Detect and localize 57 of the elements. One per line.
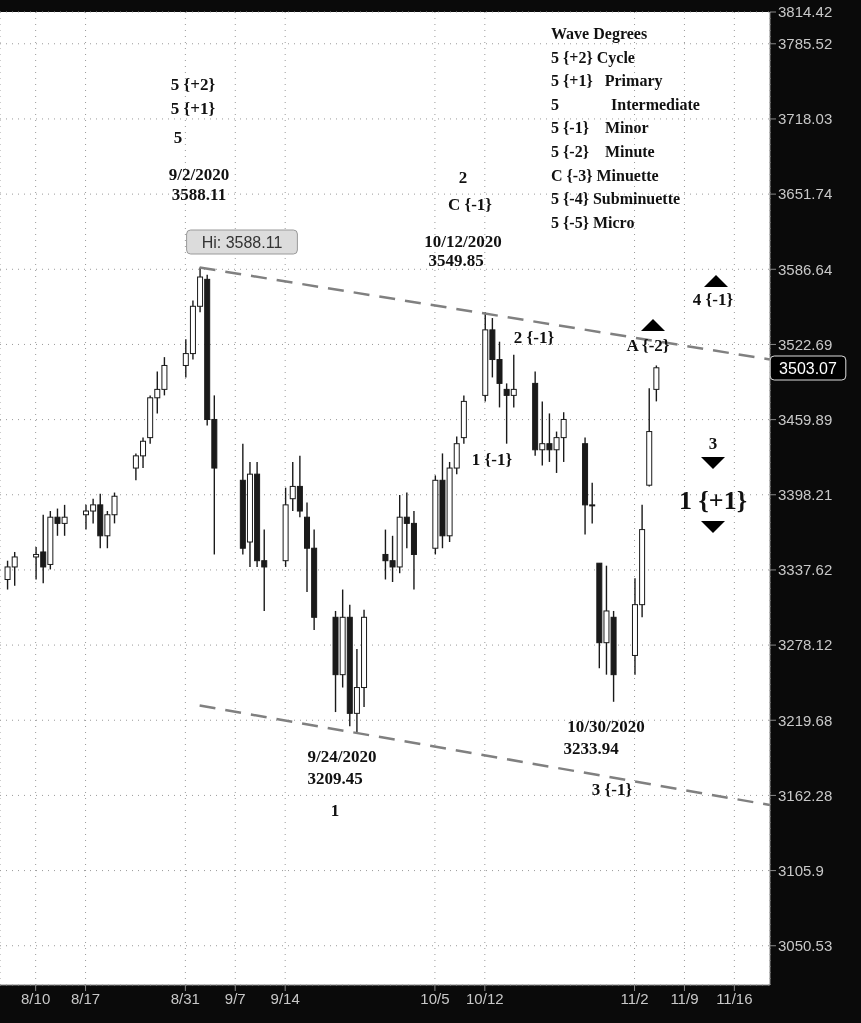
annotation: C {-3} Minuette [551,165,660,186]
annotation: Wave Degrees [551,24,649,45]
y-tick-label: 3651.74 [778,185,833,203]
annotation: Hi: 3588.11 [201,234,283,251]
x-tick-label: 11/2 [620,989,649,1007]
annotation: 1 [330,800,340,820]
annotation: 3 [708,433,718,453]
annotation: 5 {+1} Primary [551,71,664,92]
annotation: 5 {+1} [170,98,216,118]
annotation: 5 {-4} Subminuette [551,189,682,210]
y-tick-label: 3586.64 [778,260,833,278]
annotation: 5 {-2} Minute [551,141,656,162]
x-tick-label: 9/7 [224,989,246,1007]
annotation: A {-2} [626,335,670,355]
x-tick-label: 8/31 [170,989,200,1007]
y-tick-label: 3398.21 [778,486,833,504]
annotation: 5 {+2} [170,74,216,94]
annotation: 3 {-1} [591,779,633,799]
annotation: 5 [173,127,183,147]
y-tick-label: 3337.62 [778,561,833,579]
y-tick-label: 3105.9 [778,861,824,879]
x-tick-label: 10/12 [466,989,504,1007]
annotation: 5 {-5} Micro [551,212,636,233]
annotation: 1 {-1} [471,449,513,469]
annotation: 10/12/2020 [424,231,502,251]
annotation: 9/2/2020 [168,164,230,184]
annotation: 5 {+2} Cycle [551,47,636,69]
annotation: C {-1} [447,194,493,214]
annotation: 2 [458,167,468,187]
x-tick-label: 11/16 [716,989,753,1007]
x-tick-label: 11/9 [670,989,699,1007]
annotation: 4 {-1} [692,289,734,309]
annotation: 5 Intermediate [551,94,700,115]
y-tick-label: 3050.53 [778,937,833,955]
candlestick [653,364,660,403]
y-tick-label: 3219.68 [778,711,833,729]
y-tick-label: 3162.28 [778,786,833,804]
y-tick-label: 3522.69 [778,335,833,353]
y-tick-label: 3785.52 [778,35,833,53]
annotation: 9/24/2020 [307,746,377,766]
annotation: 3588.11 [171,184,227,204]
text: 3503.07 [779,360,838,377]
annotation: 3209.45 [307,768,363,788]
y-tick-label: 3459.89 [778,410,833,428]
x-tick-label: 9/14 [270,989,300,1007]
y-tick-label: 3814.42 [778,3,833,21]
annotation: 10/30/2020 [567,716,645,736]
annotation: 3233.94 [563,738,620,758]
annotation: 2 {-1} [513,327,555,347]
y-tick-label: 3278.12 [778,636,833,654]
x-tick-label: 8/17 [70,989,101,1007]
x-tick-label: 8/10 [21,989,51,1007]
annotation: 3549.85 [428,250,484,270]
annotation: 1 {+1} [679,485,747,515]
y-tick-label: 3718.03 [778,110,833,128]
annotation: 5 {-1} Minor [551,118,650,139]
x-tick-label: 10/5 [420,989,450,1007]
